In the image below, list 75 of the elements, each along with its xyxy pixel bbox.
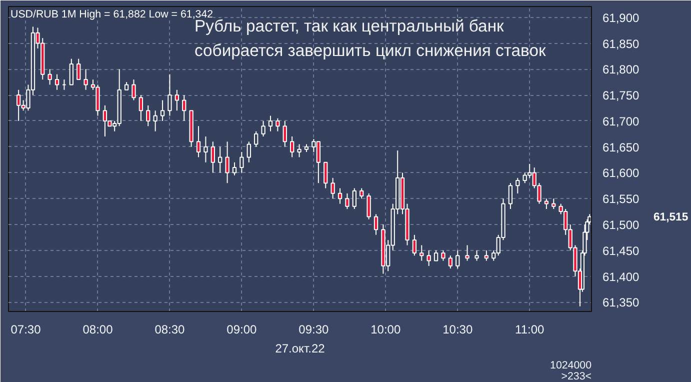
candlestick (146, 104, 150, 127)
candlestick (261, 120, 266, 137)
candlestick (412, 234, 417, 256)
candlestick (360, 188, 364, 200)
candlestick (352, 188, 356, 210)
candlestick (246, 141, 251, 163)
candlestick (174, 89, 180, 112)
x-axis-title: 27.окт.22 (275, 342, 326, 356)
candlestick (338, 188, 342, 204)
candlestick (552, 198, 556, 210)
x-tick-label: 09:30 (298, 322, 330, 336)
candlestick (153, 110, 158, 132)
candlestick (441, 250, 446, 262)
candlestick (324, 162, 328, 189)
y-tick-label: 61,800 (602, 62, 640, 77)
x-tick-label: 11:00 (515, 322, 544, 336)
y-tick-label: 61,400 (602, 270, 640, 284)
candlestick (420, 244, 424, 262)
candlestick (138, 94, 144, 122)
x-tick-label: 10:00 (370, 322, 401, 336)
candlestick (76, 58, 81, 80)
text: 61,515 (654, 212, 688, 224)
y-tick-label: 61,850 (602, 36, 640, 51)
candlestick (544, 198, 549, 210)
candlestick (132, 79, 136, 101)
candlestick (225, 141, 230, 184)
text: 1024000 (550, 360, 592, 372)
x-tick-label: 08:00 (82, 322, 114, 336)
candlestick (196, 126, 201, 158)
candlestick (508, 182, 513, 210)
candlestick (254, 130, 258, 148)
candlestick (456, 250, 460, 270)
candlestick (474, 250, 479, 262)
y-tick-label: 61,450 (602, 244, 640, 258)
candlestick (366, 192, 371, 220)
text: >233< (561, 370, 592, 382)
candlestick (465, 244, 470, 262)
y-tick-label: 61,600 (602, 166, 640, 180)
candlestick (345, 192, 350, 210)
candlestick (69, 58, 74, 86)
candlestick (282, 120, 287, 148)
candlestick (434, 250, 438, 262)
candlestick (84, 68, 88, 90)
candlestick (374, 214, 378, 236)
x-tick-label: 09:00 (226, 322, 258, 336)
candlestick (204, 136, 208, 163)
candlestick (516, 177, 520, 194)
candlestick (168, 74, 172, 116)
candlestick (426, 250, 431, 266)
candlestick (330, 177, 335, 200)
candlestick (218, 146, 222, 174)
candlestick (54, 74, 60, 90)
candlestick (276, 118, 280, 132)
chart-title: USD/RUB 1M High = 61,882 Low = 61,342 (10, 8, 214, 20)
candlestick (297, 144, 302, 158)
candlestick (160, 100, 165, 122)
y-tick-label: 61,350 (602, 296, 640, 310)
candlestick (268, 115, 273, 132)
candlestick (484, 250, 488, 262)
candlestick (210, 141, 215, 174)
y-tick-label: 61,700 (602, 114, 640, 128)
y-tick-label: 61,550 (602, 192, 640, 206)
y-tick-label: 61,500 (602, 218, 640, 232)
y-tick-label: 61,650 (602, 140, 640, 154)
candlestick (448, 255, 453, 270)
x-tick-label: 07:30 (10, 322, 42, 336)
y-tick-label: 61,750 (602, 88, 640, 103)
candlestick (48, 68, 52, 86)
candlestick (240, 152, 244, 174)
candlestick (182, 94, 186, 122)
y-tick-label: 61,900 (602, 10, 640, 25)
x-tick-label: 10:30 (442, 322, 473, 336)
candlestick (290, 136, 294, 158)
candlestick (232, 162, 237, 176)
x-tick-label: 08:30 (154, 322, 186, 336)
